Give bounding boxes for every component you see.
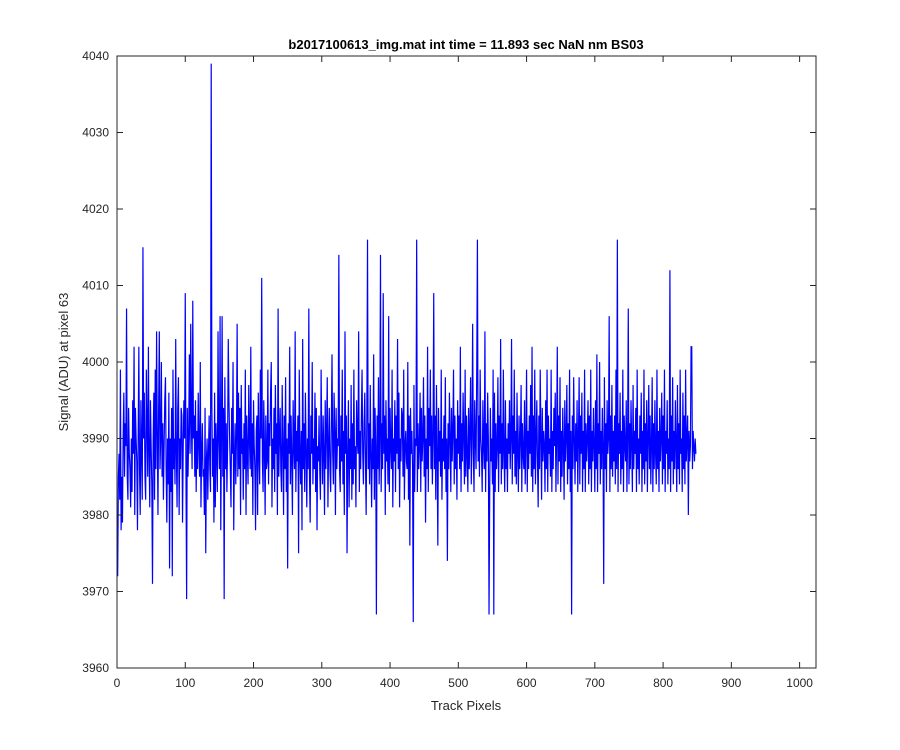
x-tick-label: 700	[585, 676, 605, 690]
x-tick-label: 400	[380, 676, 400, 690]
x-tick-label: 0	[114, 676, 121, 690]
y-tick-label: 4030	[82, 126, 109, 140]
y-tick-label: 3980	[82, 508, 109, 522]
x-tick-label: 500	[448, 676, 468, 690]
x-tick-label: 800	[653, 676, 673, 690]
y-axis-label: Signal (ADU) at pixel 63	[56, 293, 71, 432]
x-tick-label: 1000	[786, 676, 813, 690]
tick-layer: 0 100 200 300 400 500 600 700 800 900 1000 3960 3970…	[82, 49, 816, 690]
y-tick-label: 4020	[82, 202, 109, 216]
y-tick-label: 3960	[82, 661, 109, 675]
y-tick-label: 3990	[82, 432, 109, 446]
x-axis-label: Track Pixels	[431, 698, 502, 713]
x-tick-label: 100	[175, 676, 195, 690]
x-tick-label: 200	[244, 676, 264, 690]
y-tick-label: 3970	[82, 585, 109, 599]
chart-title: b2017100613_img.mat int time = 11.893 se…	[288, 37, 643, 52]
y-tick-label: 4000	[82, 355, 109, 369]
y-tick-label: 4010	[82, 279, 109, 293]
x-tick-label: 300	[312, 676, 332, 690]
series-layer	[117, 63, 697, 623]
y-tick-label: 4040	[82, 49, 109, 63]
signal-series-line	[117, 63, 697, 623]
x-tick-label: 900	[721, 676, 741, 690]
x-tick-label: 600	[517, 676, 537, 690]
